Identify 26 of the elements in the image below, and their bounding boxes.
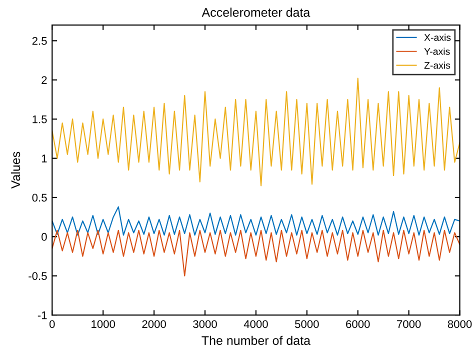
line-series	[52, 78, 460, 186]
x-tick-label: 3000	[193, 320, 217, 328]
y-tick-label: 0.5	[32, 194, 47, 202]
y-tick-label: 0	[42, 232, 47, 241]
legend-label: Y-axis	[424, 48, 450, 55]
y-axis-title: Values	[10, 152, 20, 189]
x-tick-label: 6000	[346, 320, 370, 328]
y-tick-label: 2	[42, 76, 47, 84]
x-tick-label: 2000	[142, 320, 166, 328]
y-tick-label: 1.5	[32, 115, 47, 124]
line-series	[52, 230, 460, 276]
legend-label: Z-axis	[424, 62, 450, 69]
x-tick-label: 7000	[397, 320, 421, 328]
x-tick-label: 5000	[295, 320, 319, 328]
line-series	[52, 206, 460, 236]
x-tick-label: 1000	[92, 320, 116, 328]
x-tick-label: 8000	[448, 320, 472, 328]
y-tick-label: 1	[42, 154, 47, 162]
y-tick-label: -1	[38, 311, 47, 320]
x-tick-label: 4000	[244, 320, 268, 328]
legend-label: X-axis	[424, 34, 451, 41]
x-axis-title: The number of data	[202, 336, 311, 345]
x-tick-label: 0	[49, 320, 55, 328]
chart-title: Accelerometer data	[202, 8, 310, 17]
y-tick-label: -0.5	[28, 272, 47, 280]
y-tick-label: 2.5	[32, 37, 47, 45]
